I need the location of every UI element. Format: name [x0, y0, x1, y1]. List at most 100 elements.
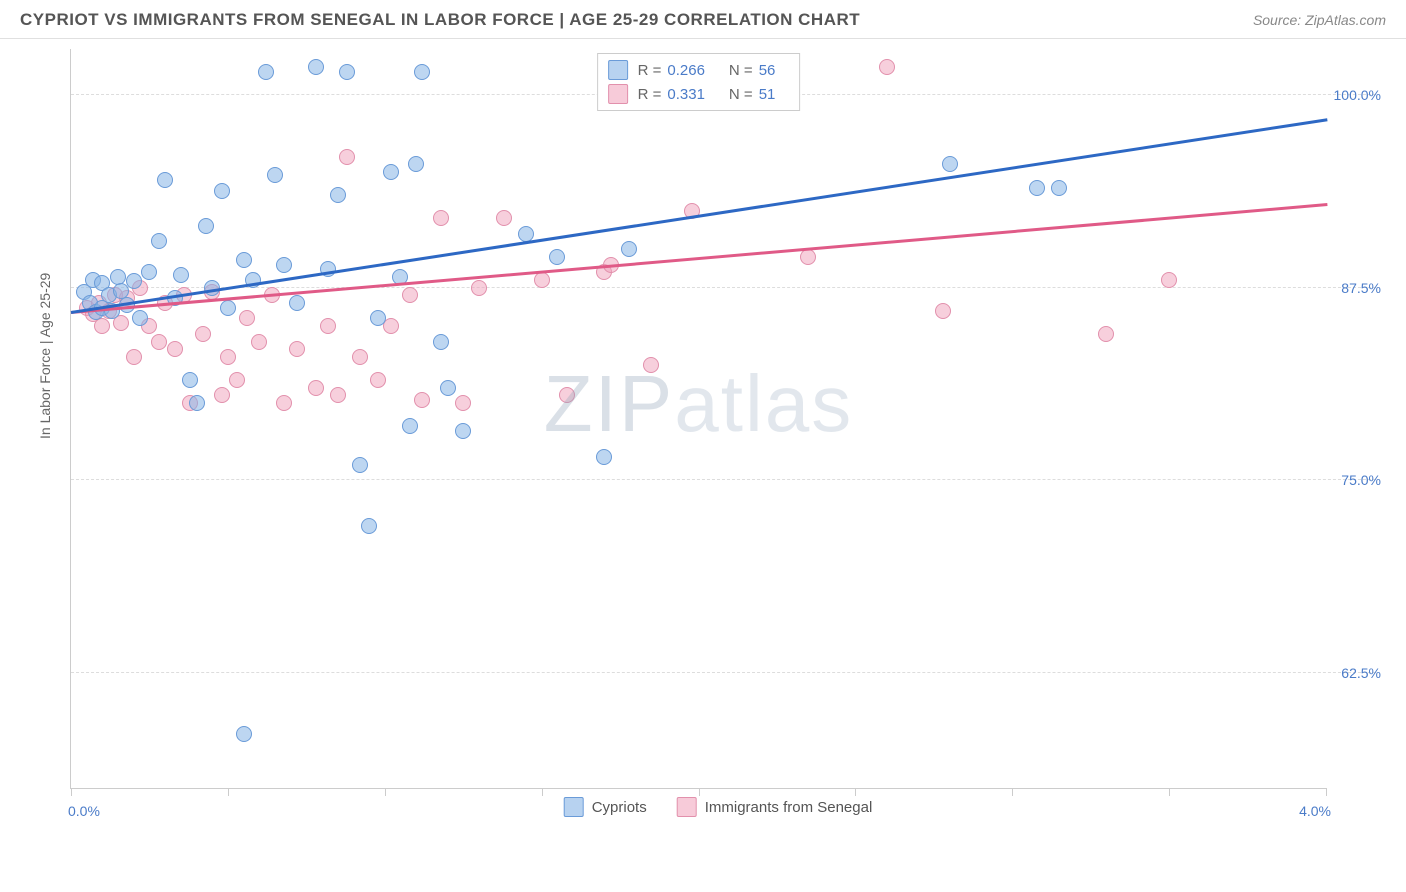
scatter-point-blue [236, 726, 252, 742]
scatter-point-pink [433, 210, 449, 226]
scatter-point-pink [471, 280, 487, 296]
scatter-point-pink [195, 326, 211, 342]
legend-label-blue: Cypriots [592, 799, 647, 816]
scatter-point-pink [320, 318, 336, 334]
scatter-point-pink [352, 349, 368, 365]
trendline [71, 203, 1327, 313]
scatter-point-blue [621, 241, 637, 257]
scatter-point-pink [330, 387, 346, 403]
y-tick-label: 100.0% [1334, 87, 1381, 103]
y-tick-label: 75.0% [1341, 472, 1381, 488]
x-axis-max-label: 4.0% [1299, 803, 1331, 819]
scatter-point-blue [267, 167, 283, 183]
scatter-point-blue [408, 156, 424, 172]
scatter-point-blue [157, 172, 173, 188]
scatter-point-blue [1051, 180, 1067, 196]
scatter-point-blue [339, 64, 355, 80]
scatter-point-blue [942, 156, 958, 172]
scatter-point-blue [370, 310, 386, 326]
scatter-point-blue [596, 449, 612, 465]
scatter-point-pink [229, 372, 245, 388]
scatter-point-pink [455, 395, 471, 411]
scatter-point-blue [455, 423, 471, 439]
watermark: ZIPatlas [544, 358, 853, 450]
scatter-point-pink [289, 341, 305, 357]
scatter-point-blue [173, 267, 189, 283]
scatter-point-blue [126, 273, 142, 289]
r-value-pink: 0.331 [667, 86, 705, 103]
n-label: N = [729, 86, 753, 103]
scatter-point-pink [1161, 272, 1177, 288]
r-label: R = [638, 62, 662, 79]
n-value-blue: 56 [759, 62, 776, 79]
scatter-point-blue [383, 164, 399, 180]
trendline [71, 118, 1327, 313]
scatter-point-blue [132, 310, 148, 326]
scatter-point-pink [151, 334, 167, 350]
scatter-point-pink [414, 392, 430, 408]
series-legend: Cypriots Immigrants from Senegal [564, 797, 873, 817]
scatter-point-pink [370, 372, 386, 388]
scatter-point-blue [402, 418, 418, 434]
scatter-point-pink [214, 387, 230, 403]
scatter-point-blue [1029, 180, 1045, 196]
swatch-blue-icon [608, 60, 628, 80]
gridline-h [71, 479, 1376, 480]
scatter-point-pink [251, 334, 267, 350]
scatter-point-pink [559, 387, 575, 403]
n-value-pink: 51 [759, 86, 776, 103]
scatter-point-pink [935, 303, 951, 319]
scatter-point-pink [220, 349, 236, 365]
swatch-pink-icon [677, 797, 697, 817]
scatter-point-blue [440, 380, 456, 396]
chart-title: CYPRIOT VS IMMIGRANTS FROM SENEGAL IN LA… [20, 10, 860, 30]
scatter-point-blue [258, 64, 274, 80]
scatter-point-pink [800, 249, 816, 265]
scatter-point-pink [879, 59, 895, 75]
scatter-point-blue [352, 457, 368, 473]
scatter-point-blue [182, 372, 198, 388]
r-value-blue: 0.266 [667, 62, 705, 79]
scatter-point-pink [534, 272, 550, 288]
x-tick [542, 788, 543, 796]
scatter-point-blue [414, 64, 430, 80]
scatter-point-blue [151, 233, 167, 249]
source-label: Source: [1253, 12, 1305, 28]
gridline-h [71, 672, 1376, 673]
y-tick-label: 87.5% [1341, 280, 1381, 296]
chart-header: CYPRIOT VS IMMIGRANTS FROM SENEGAL IN LA… [0, 0, 1406, 39]
y-tick-label: 62.5% [1341, 665, 1381, 681]
correlation-legend: R = 0.266 N = 56 R = 0.331 N = 51 [597, 53, 801, 111]
watermark-thin: atlas [674, 359, 853, 448]
scatter-point-blue [236, 252, 252, 268]
correlation-row-blue: R = 0.266 N = 56 [608, 58, 790, 82]
y-axis-label: In Labor Force | Age 25-29 [37, 273, 53, 439]
watermark-bold: ZIP [544, 359, 674, 448]
n-label: N = [729, 62, 753, 79]
x-tick [1169, 788, 1170, 796]
x-tick [699, 788, 700, 796]
legend-item-pink: Immigrants from Senegal [677, 797, 873, 817]
chart-container: In Labor Force | Age 25-29 R = 0.266 N =… [50, 49, 1386, 829]
scatter-point-pink [1098, 326, 1114, 342]
scatter-point-pink [126, 349, 142, 365]
scatter-point-pink [496, 210, 512, 226]
x-tick [385, 788, 386, 796]
x-tick [1326, 788, 1327, 796]
scatter-point-blue [141, 264, 157, 280]
scatter-point-blue [308, 59, 324, 75]
scatter-point-pink [339, 149, 355, 165]
scatter-point-blue [289, 295, 305, 311]
scatter-point-blue [198, 218, 214, 234]
scatter-point-pink [239, 310, 255, 326]
scatter-point-pink [402, 287, 418, 303]
legend-item-blue: Cypriots [564, 797, 647, 817]
scatter-point-blue [330, 187, 346, 203]
scatter-point-blue [276, 257, 292, 273]
scatter-point-pink [94, 318, 110, 334]
source-attribution: Source: ZipAtlas.com [1253, 12, 1386, 28]
x-tick [228, 788, 229, 796]
scatter-point-pink [167, 341, 183, 357]
legend-label-pink: Immigrants from Senegal [705, 799, 873, 816]
scatter-point-pink [643, 357, 659, 373]
